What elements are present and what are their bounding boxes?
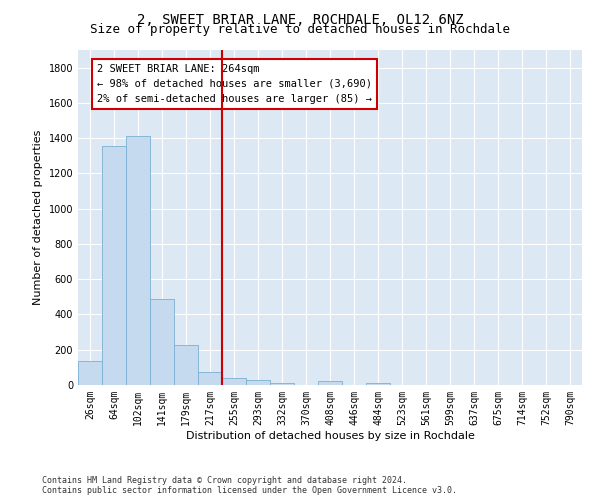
Y-axis label: Number of detached properties: Number of detached properties <box>33 130 43 305</box>
Bar <box>270 383 294 385</box>
Bar <box>246 380 270 385</box>
Bar <box>126 136 150 385</box>
Bar <box>78 361 102 385</box>
Bar <box>198 372 222 385</box>
Text: Contains HM Land Registry data © Crown copyright and database right 2024.
Contai: Contains HM Land Registry data © Crown c… <box>42 476 457 495</box>
Bar <box>222 378 246 385</box>
Bar <box>366 383 390 385</box>
Bar <box>318 382 342 385</box>
Bar <box>102 146 126 385</box>
X-axis label: Distribution of detached houses by size in Rochdale: Distribution of detached houses by size … <box>185 430 475 440</box>
Bar <box>174 346 198 385</box>
Text: Size of property relative to detached houses in Rochdale: Size of property relative to detached ho… <box>90 22 510 36</box>
Text: 2 SWEET BRIAR LANE: 264sqm
← 98% of detached houses are smaller (3,690)
2% of se: 2 SWEET BRIAR LANE: 264sqm ← 98% of deta… <box>97 64 372 104</box>
Bar <box>150 298 174 385</box>
Text: 2, SWEET BRIAR LANE, ROCHDALE, OL12 6NZ: 2, SWEET BRIAR LANE, ROCHDALE, OL12 6NZ <box>137 12 463 26</box>
